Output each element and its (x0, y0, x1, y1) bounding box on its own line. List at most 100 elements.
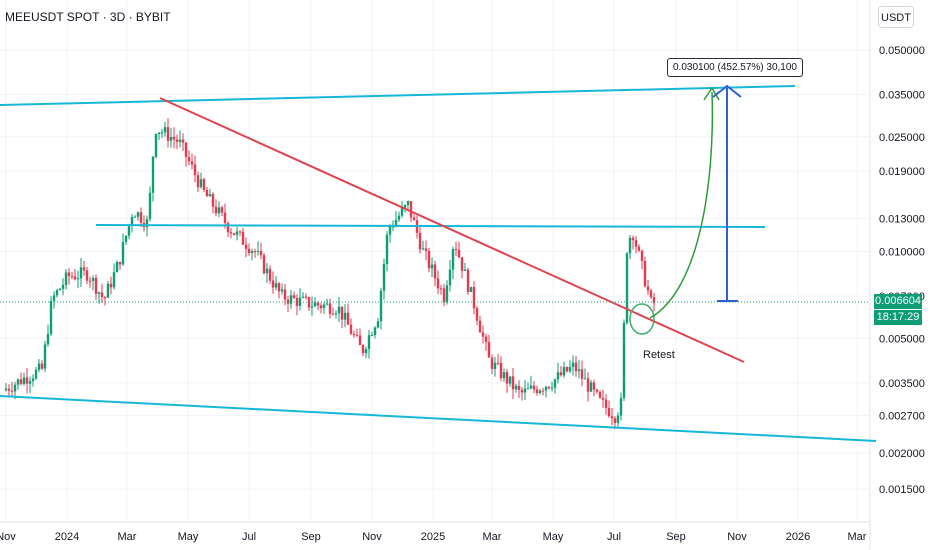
candle-body (205, 189, 209, 197)
candle-body (418, 232, 422, 250)
candle-body (226, 222, 230, 233)
symbol-title[interactable]: MEEUSDT SPOT · 3D · BYBIT (5, 10, 171, 24)
candle-body (466, 269, 470, 293)
currency-selector[interactable]: USDT (878, 6, 914, 28)
candle-body (310, 306, 314, 308)
candle-body (547, 386, 551, 389)
candle-body (391, 226, 395, 228)
candle-body (517, 385, 521, 390)
candle-body (73, 276, 77, 280)
candle-body (442, 288, 446, 303)
projection-arrow-head (703, 86, 720, 101)
candle-body (619, 398, 623, 416)
candle-body (64, 272, 68, 285)
candle-body (289, 295, 293, 304)
candle-body (556, 372, 560, 380)
candle-body (334, 313, 338, 315)
retest-label[interactable]: Retest (643, 349, 675, 361)
candle-body (274, 283, 278, 288)
candle-body (412, 217, 416, 221)
candle-body (232, 233, 236, 235)
horizontal-resistance-line[interactable] (95, 224, 766, 228)
candle-body (406, 201, 410, 206)
candle-body (598, 391, 602, 398)
candle-body (43, 344, 47, 369)
candle-body (358, 335, 362, 346)
candle-body (409, 201, 413, 218)
measure-arrow-head (712, 84, 742, 98)
candle-body (121, 241, 125, 265)
candle-body (28, 381, 32, 384)
candle-body (313, 302, 317, 307)
candle-body (184, 142, 188, 157)
y-tick-label: 0.003500 (879, 378, 925, 390)
candle-body (196, 175, 200, 188)
y-tick-label: 0.035000 (879, 90, 925, 102)
candle-body (562, 367, 566, 376)
candle-body (145, 219, 149, 228)
projection-arrow[interactable] (649, 91, 714, 319)
candle-body (421, 248, 425, 250)
candle-body (520, 389, 524, 393)
candle-body (424, 248, 428, 251)
bar-countdown-badge: 18:17:29 (874, 310, 922, 325)
candle-body (337, 306, 341, 314)
x-tick-label: May (178, 531, 199, 543)
channel-upper-line[interactable] (0, 85, 796, 106)
candle-body (628, 237, 632, 254)
candle-body (52, 295, 56, 301)
candle-body (631, 237, 635, 241)
measurement-label[interactable]: 0.030100 (452.57%) 30,100 (667, 58, 803, 77)
candle-body (4, 388, 8, 391)
candle-body (157, 132, 161, 135)
candle-body (136, 212, 140, 217)
candle-body (13, 384, 17, 392)
candle-body (238, 231, 242, 233)
candle-body (490, 357, 494, 369)
candle-body (346, 312, 350, 325)
candle-body (115, 262, 119, 273)
candle-body (130, 217, 134, 225)
candle-body (106, 283, 110, 298)
candle-body (583, 378, 587, 380)
candle-body (643, 260, 647, 287)
candle-body (484, 336, 488, 343)
candle-body (478, 320, 482, 333)
candle-body (169, 136, 173, 141)
candle-body (127, 224, 131, 236)
candle-body (325, 303, 329, 305)
candle-body (355, 334, 359, 336)
y-tick-label: 0.001500 (879, 484, 925, 496)
candle-body (526, 388, 530, 390)
candle-body (373, 327, 377, 336)
candle-body (265, 268, 269, 274)
x-tick-label: Jul (607, 531, 621, 543)
candle-body (202, 179, 206, 190)
candle-body (208, 194, 212, 197)
candle-body (367, 335, 371, 350)
candle-body (148, 192, 152, 220)
candle-body (76, 278, 80, 280)
channel-lower-line[interactable] (0, 395, 877, 442)
candle-body (223, 212, 227, 223)
retest-circle[interactable] (629, 303, 655, 335)
y-tick-label: 0.010000 (879, 246, 925, 258)
candle-body (559, 372, 563, 376)
candle-body (55, 290, 59, 296)
candle-body (646, 286, 650, 291)
candle-body (403, 205, 407, 208)
candle-body (94, 278, 98, 294)
candle-body (532, 385, 536, 390)
candle-body (493, 362, 497, 369)
descending-trendline[interactable] (159, 97, 745, 363)
candle-body (256, 250, 260, 252)
candle-body (394, 219, 398, 227)
candle-body (541, 390, 545, 392)
candle-body (502, 372, 506, 379)
x-tick-label: Mar (118, 531, 137, 543)
candle-body (607, 407, 611, 417)
candle-body (481, 332, 485, 337)
candle-body (133, 216, 137, 218)
candle-body (445, 285, 449, 303)
